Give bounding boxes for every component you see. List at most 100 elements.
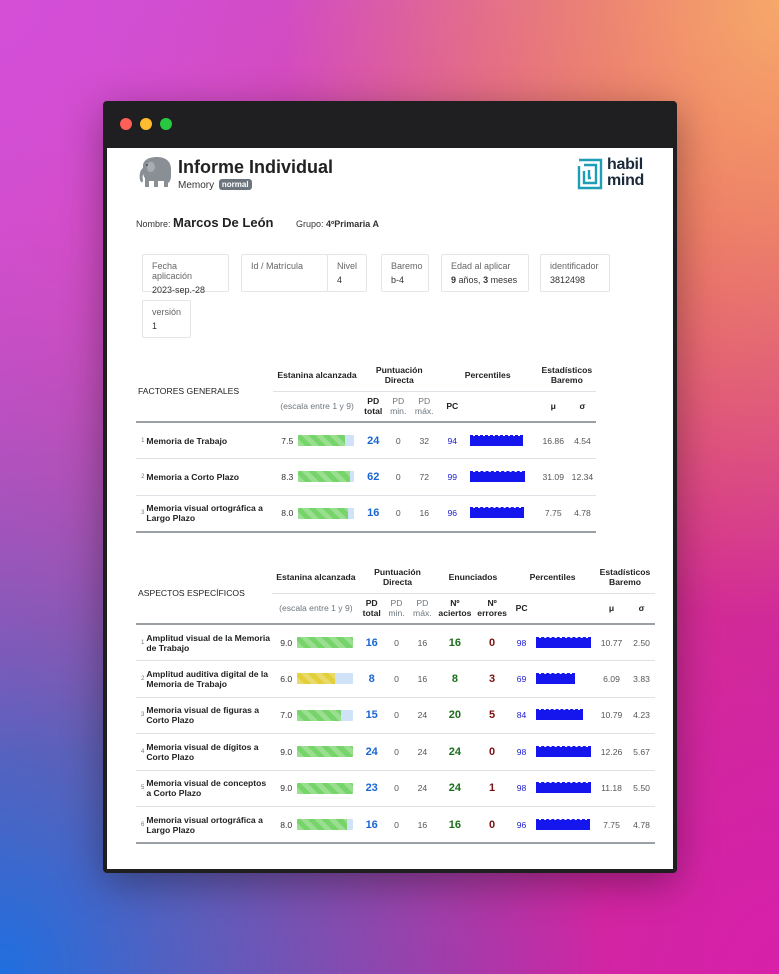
pc-value: 98 xyxy=(516,746,527,757)
col-pd-total: PD total xyxy=(362,598,381,619)
sigma-value: 5.67 xyxy=(633,746,650,757)
pd-total: 16 xyxy=(367,507,380,519)
row-index: 5 xyxy=(140,785,145,792)
pd-total: 16 xyxy=(365,636,378,649)
close-window-button[interactable] xyxy=(120,118,132,130)
table-row: 2 Memoria a Corto Plazo 8.3 62 0 72 99 31.09 12.… xyxy=(136,458,596,496)
estanina-bar-fill xyxy=(297,637,354,649)
pd-max: 24 xyxy=(417,746,428,757)
pc-value: 98 xyxy=(516,783,527,794)
table-row: 5 Memoria visual de conceptos a Corto Pla… xyxy=(136,770,655,807)
estanina-bar-track xyxy=(297,637,354,649)
estanina-bar xyxy=(296,495,361,532)
pd-min: 0 xyxy=(394,673,399,684)
mu-value: 16.86 xyxy=(542,435,564,446)
row-label: Memoria de Trabajo xyxy=(146,435,228,446)
col-estanina: Estanina alcanzada xyxy=(272,562,360,594)
estanina-value: 8.0 xyxy=(281,508,294,518)
status-badge: normal xyxy=(218,179,252,190)
pd-max: 24 xyxy=(417,710,428,721)
aciertos-value: 16 xyxy=(448,636,462,649)
percentile-bar-fill xyxy=(535,709,583,721)
col-escala: (escala entre 1 y 9) xyxy=(279,603,353,614)
estanina-bar xyxy=(295,770,359,807)
window-titlebar xyxy=(103,101,677,147)
col-sigma: σ xyxy=(638,603,645,614)
info-nivel: Nivel 4 xyxy=(327,254,367,292)
table-row: 4 Memoria visual de dígitos a Corto Plazo… xyxy=(136,733,655,771)
col-escala: (escala entre 1 y 9) xyxy=(280,401,354,412)
percentile-bar xyxy=(467,495,538,532)
estanina-bar xyxy=(295,661,359,698)
pd-min: 0 xyxy=(395,471,401,482)
mu-value: 10.77 xyxy=(600,637,623,648)
col-estadisticos: Estadísticos Baremo xyxy=(594,562,655,594)
pd-total: 62 xyxy=(367,470,380,483)
col-estadisticos: Estadísticos Baremo xyxy=(537,360,596,392)
pd-total: 23 xyxy=(365,782,378,795)
col-mu: μ xyxy=(550,401,556,412)
info-id: Id / Matrícula xyxy=(241,254,328,292)
estanina-bar-fill xyxy=(298,507,349,519)
estanina-bar-track xyxy=(297,782,354,794)
errores-value: 1 xyxy=(489,782,496,795)
estanina-bar-track xyxy=(298,435,355,447)
col-percentiles: Percentiles xyxy=(510,562,595,594)
aciertos-value: 24 xyxy=(448,745,462,758)
row-label: Amplitud auditiva digital de la Memoria … xyxy=(146,668,269,689)
elephant-icon xyxy=(139,157,171,187)
name-label: Nombre: xyxy=(136,219,171,229)
errores-value: 3 xyxy=(489,672,496,685)
percentile-bar-fill xyxy=(469,434,523,446)
aspectos-section-title: ASPECTOS ESPECÍFICOS xyxy=(136,562,273,625)
percentile-bar xyxy=(533,734,595,771)
group-label: Grupo: xyxy=(295,219,324,229)
pd-max: 16 xyxy=(417,637,428,648)
table-row: 6 Memoria visual ortográfica a Largo Plaz… xyxy=(136,806,655,843)
browser-window: Informe Individual Memory normal habil mi… xyxy=(103,101,677,873)
sigma-value: 4.78 xyxy=(574,508,591,518)
pd-total: 24 xyxy=(365,745,378,758)
estanina-bar xyxy=(295,624,359,661)
mu-value: 7.75 xyxy=(544,508,562,518)
minimize-window-button[interactable] xyxy=(140,118,152,130)
row-label: Memoria visual ortográfica a Largo Plazo xyxy=(146,814,263,835)
col-errores: Nº errores xyxy=(477,598,507,619)
col-pd-max: PD máx. xyxy=(414,396,434,417)
pd-max: 72 xyxy=(419,471,429,482)
aciertos-value: 24 xyxy=(448,782,462,795)
row-label: Memoria visual de dígitos a Corto Plazo xyxy=(146,741,259,762)
percentile-bar xyxy=(533,624,595,661)
table-row: 1 Amplitud visual de la Memoria de Trabaj… xyxy=(136,624,655,661)
col-mu: μ xyxy=(608,603,615,614)
aciertos-value: 20 xyxy=(448,709,462,722)
pd-min: 0 xyxy=(395,435,401,446)
estanina-bar xyxy=(295,697,359,734)
percentile-bar-fill xyxy=(535,636,591,648)
row-label: Memoria visual de figuras a Corto Plazo xyxy=(146,705,260,726)
col-puntuacion: Puntuación Directa xyxy=(359,562,436,594)
col-pd-max: PD máx. xyxy=(413,598,432,619)
habilmind-logo: habil mind xyxy=(577,157,657,193)
errores-value: 0 xyxy=(489,818,496,831)
col-estanina: Estanina alcanzada xyxy=(273,360,361,392)
estanina-bar-fill xyxy=(297,819,347,831)
estanina-bar xyxy=(296,422,361,459)
estanina-value: 7.0 xyxy=(280,710,293,721)
estanina-bar-track xyxy=(297,819,354,831)
mu-value: 31.09 xyxy=(542,471,564,482)
pd-total: 16 xyxy=(365,818,378,831)
factores-section-title: FACTORES GENERALES xyxy=(136,360,274,423)
pd-max: 16 xyxy=(419,508,429,518)
estanina-bar-fill xyxy=(297,673,335,685)
aciertos-value: 16 xyxy=(448,818,462,831)
percentile-bar-fill xyxy=(535,818,590,830)
row-label: Memoria visual de conceptos a Corto Plaz… xyxy=(146,778,267,799)
maximize-window-button[interactable] xyxy=(160,118,172,130)
estanina-bar-track xyxy=(297,746,354,758)
row-index: 1 xyxy=(141,437,145,444)
table-row: 2 Amplitud auditiva digital de la Memoria… xyxy=(136,660,655,698)
col-pc: PC xyxy=(446,401,459,412)
mu-value: 7.75 xyxy=(603,819,620,830)
aspectos-table: ASPECTOS ESPECÍFICOS Estanina alcanzada … xyxy=(136,562,655,844)
